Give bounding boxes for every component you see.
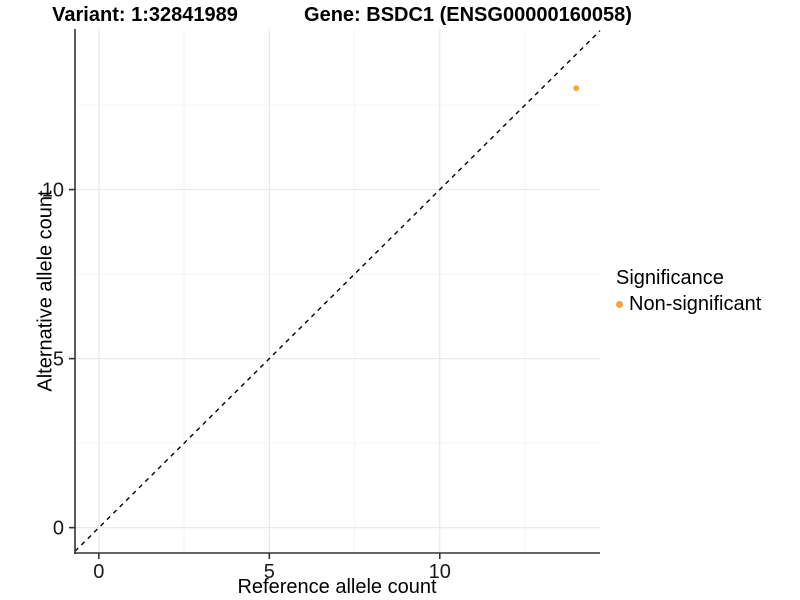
x-tick-label: 10 <box>429 561 451 583</box>
plot-title-variant: Variant: 1:32841989 <box>52 4 238 26</box>
legend-point-icon <box>616 301 623 308</box>
legend: Significance Non-significant <box>616 267 761 316</box>
legend-entry: Non-significant <box>616 293 761 316</box>
data-point <box>573 85 580 92</box>
x-tick-label: 0 <box>93 561 104 583</box>
y-tick-label: 5 <box>53 349 64 371</box>
y-tick-label: 0 <box>53 518 64 540</box>
legend-entry-label: Non-significant <box>629 293 762 315</box>
y-tick-label: 10 <box>42 180 64 202</box>
y-axis-title: Alternative allele count <box>34 190 57 392</box>
legend-title: Significance <box>616 267 724 289</box>
x-tick-label: 5 <box>264 561 275 583</box>
x-axis-title: Reference allele count <box>237 576 437 598</box>
plot-title-gene: Gene: BSDC1 (ENSG00000160058) <box>304 4 632 26</box>
identity-reference-line <box>74 30 601 552</box>
